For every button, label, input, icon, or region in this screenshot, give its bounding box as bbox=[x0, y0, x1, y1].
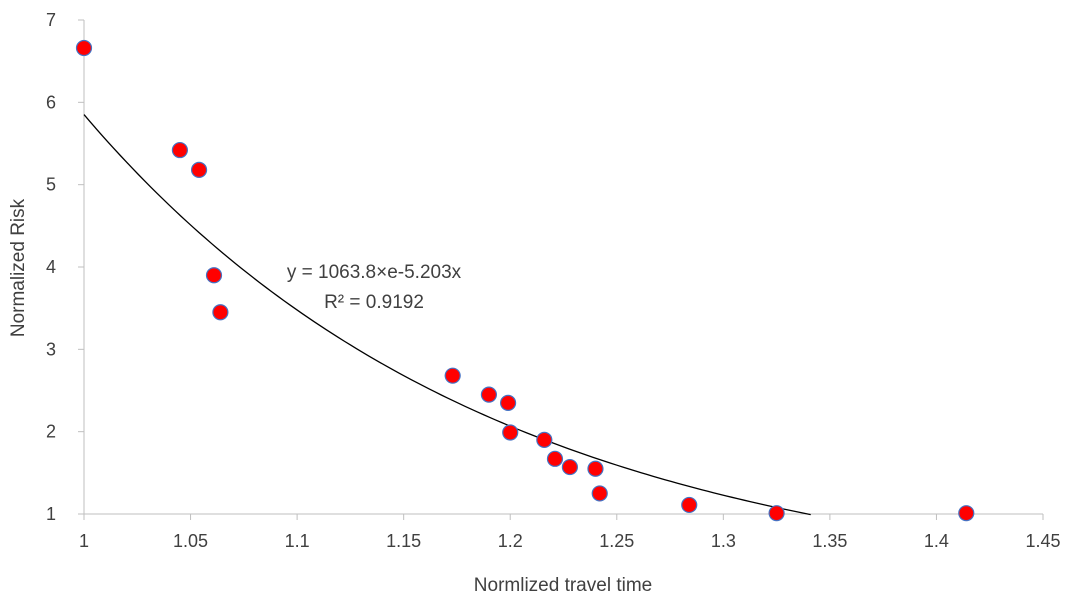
y-tick-label: 5 bbox=[46, 175, 56, 195]
data-points bbox=[77, 40, 974, 520]
data-point bbox=[592, 486, 607, 501]
y-tick-label: 1 bbox=[46, 504, 56, 524]
data-point bbox=[501, 395, 516, 410]
x-axis-title: Normlized travel time bbox=[474, 575, 652, 596]
x-tick-label: 1.35 bbox=[812, 531, 847, 551]
data-point bbox=[77, 40, 92, 55]
data-point bbox=[213, 305, 228, 320]
x-tick-label: 1 bbox=[79, 531, 89, 551]
x-tick-label: 1.45 bbox=[1025, 531, 1060, 551]
y-tick-label: 7 bbox=[46, 10, 56, 30]
data-point bbox=[503, 425, 518, 440]
trendline-equation: y = 1063.8×e-5.203x bbox=[287, 262, 462, 283]
x-tick-label: 1.25 bbox=[599, 531, 634, 551]
data-point bbox=[206, 268, 221, 283]
data-point bbox=[959, 506, 974, 521]
data-point bbox=[588, 461, 603, 476]
x-tick-label: 1.1 bbox=[285, 531, 310, 551]
data-point bbox=[481, 387, 496, 402]
data-point bbox=[172, 143, 187, 158]
x-tick-label: 1.05 bbox=[173, 531, 208, 551]
y-axis-title: Normalized Risk bbox=[8, 198, 29, 337]
x-tick-label: 1.4 bbox=[924, 531, 949, 551]
x-tick-label: 1.2 bbox=[498, 531, 523, 551]
y-tick-label: 2 bbox=[46, 422, 56, 442]
y-tick-label: 3 bbox=[46, 339, 56, 359]
y-axis: 1 2 3 4 5 6 7 bbox=[46, 10, 84, 524]
data-point bbox=[192, 162, 207, 177]
data-point bbox=[547, 451, 562, 466]
x-tick-label: 1.15 bbox=[386, 531, 421, 551]
x-axis: 1 1.05 1.1 1.15 1.2 1.25 1.3 1.35 1.4 1.45 bbox=[79, 514, 1061, 551]
data-point bbox=[445, 368, 460, 383]
y-tick-label: 4 bbox=[46, 257, 56, 277]
data-point bbox=[537, 432, 552, 447]
x-tick-label: 1.3 bbox=[711, 531, 736, 551]
trendline-r-squared: R² = 0.9192 bbox=[324, 292, 424, 313]
y-tick-label: 6 bbox=[46, 92, 56, 112]
data-point bbox=[562, 460, 577, 475]
data-point bbox=[682, 497, 697, 512]
data-point bbox=[769, 506, 784, 521]
